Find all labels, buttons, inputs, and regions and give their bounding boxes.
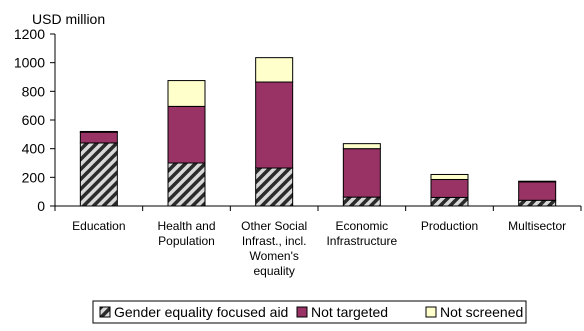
legend-swatch <box>99 306 111 318</box>
bar-segment-not-screened <box>79 130 118 133</box>
legend-swatch <box>296 306 308 318</box>
bars <box>79 57 557 207</box>
y-tick-label: 600 <box>22 112 46 128</box>
bar-segment-not-screened <box>255 57 294 83</box>
y-tick-label: 400 <box>22 141 46 157</box>
bar-segment-gender-equality-focused-aid <box>79 142 118 207</box>
axes <box>54 34 582 211</box>
x-tick-label: Multisector <box>508 219 566 233</box>
y-tick-label: 1000 <box>14 55 45 71</box>
y-tick-label: 200 <box>22 169 46 185</box>
y-tick-label: 1200 <box>14 26 45 42</box>
bar-segment-not-targeted <box>167 105 206 164</box>
y-tick-label: 800 <box>22 83 46 99</box>
bar-segment-gender-equality-focused-aid <box>430 196 469 207</box>
legend-label: Not screened <box>440 304 523 320</box>
bar-segment-gender-equality-focused-aid <box>167 162 206 207</box>
legend: Gender equality focused aid Not targeted N… <box>92 300 527 324</box>
x-tick-label: Economic Infrastructure <box>326 219 397 248</box>
legend-label: Not targeted <box>311 304 388 320</box>
x-tick-label: Other Social Infrast., incl. Women's equali… <box>241 219 307 278</box>
x-axis-labels: Education Health and Population Other Socia… <box>72 219 566 278</box>
bar-segment-gender-equality-focused-aid <box>342 196 381 207</box>
bar-segment-gender-equality-focused-aid <box>255 167 294 207</box>
x-tick-label: Education <box>72 219 125 233</box>
bar-segment-not-screened <box>518 180 557 183</box>
bar-segment-not-screened <box>342 143 381 150</box>
bar-segment-not-screened <box>430 173 469 180</box>
bar-segment-not-targeted <box>518 181 557 201</box>
bar-segment-not-targeted <box>342 148 381 198</box>
x-tick-label: Health and Population <box>157 219 215 248</box>
bar-segment-not-targeted <box>255 81 294 169</box>
bar-segment-not-screened <box>167 80 206 107</box>
y-axis-label: USD million <box>32 11 105 27</box>
bar-segment-gender-equality-focused-aid <box>518 199 557 207</box>
bar-segment-not-targeted <box>430 178 469 198</box>
legend-box <box>92 300 527 324</box>
bar-segment-not-targeted <box>79 131 118 144</box>
y-tick-label: 0 <box>37 198 45 214</box>
y-axis-ticks: 0 200 400 600 800 1000 1200 <box>14 26 55 214</box>
legend-label: Gender equality focused aid <box>114 304 288 320</box>
legend-swatch <box>425 306 437 318</box>
x-tick-label: Production <box>421 219 478 233</box>
